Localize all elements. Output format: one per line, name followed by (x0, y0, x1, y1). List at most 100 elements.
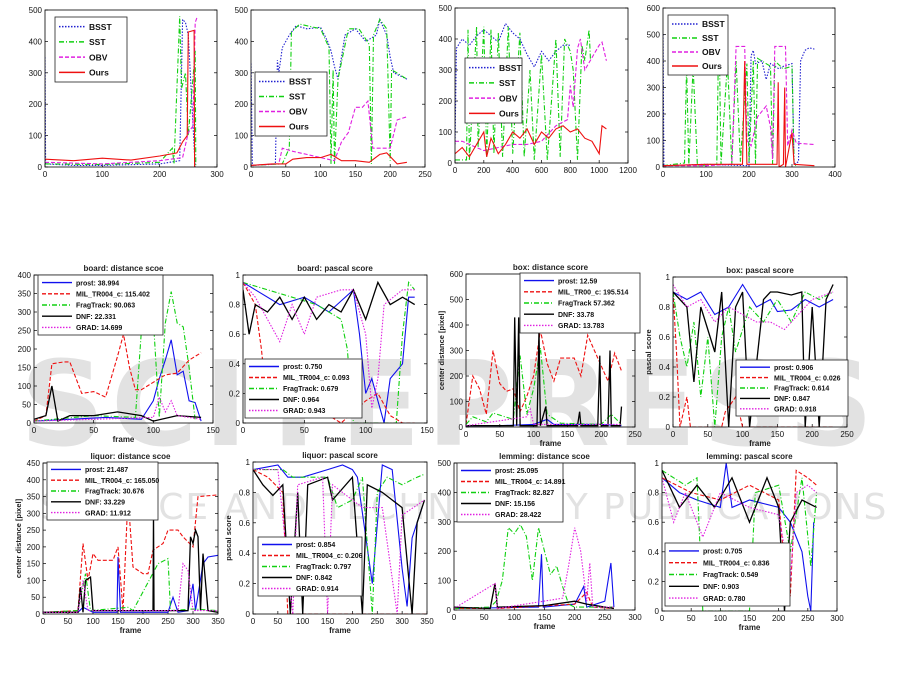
axes-box (252, 461, 428, 615)
x-tick-label: 50 (703, 430, 712, 439)
y-tick-label: 500 (450, 296, 464, 305)
chart-11: 0 50 100 150 200 250 300 0 0.2 0.4 0.6 0.8 1 lemming:… (648, 452, 844, 632)
x-tick-label: 0 (671, 430, 676, 439)
x-tick-label: 400 (828, 170, 842, 179)
y-tick-label: 100 (439, 128, 453, 137)
y-tick-label: 0.2 (229, 389, 241, 398)
y-tick-label: 400 (29, 37, 43, 46)
y-tick-label: 200 (438, 547, 452, 556)
legend-label: BSST (289, 77, 312, 87)
y-tick-label: 150 (18, 364, 32, 373)
legend-label: Ours (289, 122, 309, 132)
legend-label: prost: 38.994 (76, 280, 119, 287)
legend: BSST SST OBV Ours (254, 71, 328, 137)
chart-title: lemming: distance scoe (499, 452, 590, 461)
x-tick-label: 250 (161, 617, 175, 626)
y-tick-label: 150 (27, 560, 41, 569)
x-tick-label: 200 (384, 170, 398, 179)
y-tick-label: 100 (235, 132, 249, 141)
x-tick-label: 150 (206, 426, 220, 435)
x-tick-label: 50 (300, 426, 309, 435)
x-tick-label: 300 (830, 614, 844, 623)
legend-label: OBV (702, 47, 721, 57)
legend: prost: 0.705 MIL_TR004_c: 0.836 FragTrack:… (664, 542, 791, 607)
y-tick-label: 0.4 (229, 360, 241, 369)
x-tick-label: 300 (395, 617, 409, 626)
y-tick-label: 0.8 (239, 488, 251, 497)
legend: prost: 21.487 MIL_TR004_c: 165.050 FragTra… (46, 461, 159, 521)
y-tick-label: 0.6 (239, 519, 251, 528)
y-tick-label: 300 (450, 347, 464, 356)
legend-label: BSST (702, 19, 725, 29)
legend-label: GRAD: 14.699 (76, 325, 122, 332)
x-tick-label: 50 (687, 614, 696, 623)
y-tick-label: 0.8 (648, 489, 660, 498)
legend-label: BSST (499, 63, 522, 73)
x-tick-label: 350 (211, 617, 225, 626)
x-tick-label: 1200 (619, 166, 637, 175)
legend-label: OBV (289, 107, 308, 117)
x-tick-label: 50 (273, 617, 282, 626)
x-axis-label: frame (540, 439, 562, 448)
series-line-dnf (454, 583, 615, 610)
x-tick-label: 0 (32, 426, 37, 435)
legend-label: FragTrack: 90.063 (76, 303, 135, 310)
x-tick-label: 300 (210, 170, 224, 179)
y-axis-label: pascal score (224, 515, 233, 560)
x-tick-label: 50 (480, 613, 489, 622)
series-line-grad (673, 284, 834, 331)
series-line-ours (455, 124, 607, 158)
y-tick-label: 200 (450, 372, 464, 381)
y-tick-label: 0 (236, 419, 241, 428)
y-tick-label: 500 (29, 6, 43, 15)
y-tick-label: 0.6 (229, 330, 241, 339)
x-tick-label: 50 (281, 170, 290, 179)
legend-label: GRAD: 0.918 (774, 406, 817, 413)
x-tick-label: 350 (420, 617, 434, 626)
x-tick-label: 100 (296, 617, 310, 626)
legend-label: DNF: 0.842 (296, 575, 332, 582)
x-tick-label: 250 (840, 430, 854, 439)
y-tick-label: 0.8 (229, 301, 241, 310)
x-tick-label: 200 (346, 617, 360, 626)
x-tick-label: 200 (806, 430, 820, 439)
x-tick-label: 1000 (590, 166, 608, 175)
legend-label: FragTrack: 0.614 (774, 386, 829, 393)
chart-title: board: distance scoe (83, 264, 164, 273)
series-line-ours (251, 152, 407, 166)
legend: BSST SST OBV Ours (667, 14, 729, 76)
x-tick-label: 300 (785, 170, 799, 179)
x-tick-label: 150 (111, 617, 125, 626)
legend-label: prost: 25.095 (495, 468, 538, 475)
y-tick-label: 0 (447, 606, 452, 615)
y-tick-label: 100 (450, 398, 464, 407)
y-tick-label: 0 (656, 163, 661, 172)
legend-box (46, 461, 159, 521)
y-tick-label: 0 (448, 159, 453, 168)
chart-6: 0 50 100 150 200 250 0 100 200 300 400 500 600 box: d… (437, 263, 642, 448)
legend-label: prost: 0.750 (283, 364, 322, 371)
x-axis-label: frame (329, 626, 351, 635)
y-tick-label: 400 (18, 271, 32, 280)
x-axis-label: frame (120, 626, 142, 635)
x-tick-label: 150 (321, 617, 335, 626)
legend-box (54, 16, 128, 83)
x-tick-label: 0 (453, 166, 458, 175)
chart-title: lemming: pascal score (706, 452, 793, 461)
series-line-fragtrack (253, 469, 425, 614)
legend-label: GRAD: 13.783 (558, 323, 604, 330)
legend-label: GRAD: 11.912 (85, 510, 131, 517)
x-tick-label: 250 (801, 614, 815, 623)
x-tick-label: 200 (772, 614, 786, 623)
x-tick-label: 800 (564, 166, 578, 175)
x-tick-label: 0 (464, 430, 469, 439)
chart-9: 0 50 100 150 200 250 300 350 0 0.2 0.4 0.6 0.8 1 liquo… (224, 451, 434, 635)
series-line-dnf (662, 470, 817, 611)
legend-label: GRAD: 0.914 (296, 586, 339, 593)
legend-box (667, 14, 729, 76)
axes-box (44, 9, 218, 168)
y-tick-label: 300 (647, 84, 661, 93)
y-tick-label: 0 (27, 419, 32, 428)
legend-label: MIL_TR004_c: 115.402 (76, 291, 150, 298)
